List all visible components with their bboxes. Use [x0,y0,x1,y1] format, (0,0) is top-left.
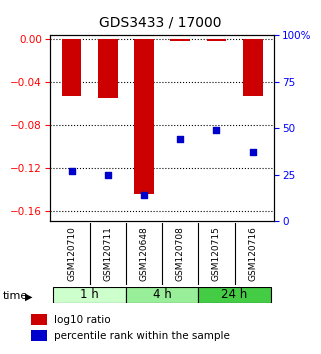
Text: GSM120648: GSM120648 [140,227,149,281]
Point [214,127,219,133]
Point [250,150,255,155]
Text: 1 h: 1 h [80,288,99,301]
Bar [206,39,226,41]
Bar [62,39,82,96]
Point [69,168,74,174]
Text: ▶: ▶ [25,291,32,301]
Bar [126,287,198,303]
Text: 24 h: 24 h [221,288,248,301]
Text: GSM120715: GSM120715 [212,227,221,281]
Text: percentile rank within the sample: percentile rank within the sample [54,331,230,341]
Point [105,172,110,178]
Text: log10 ratio: log10 ratio [54,315,110,325]
Bar [134,39,154,194]
Bar [31,330,47,341]
Bar [53,287,126,303]
Text: 4 h: 4 h [153,288,171,301]
Bar [170,39,190,41]
Bar [31,314,47,325]
Text: GSM120716: GSM120716 [248,227,257,281]
Text: GSM120708: GSM120708 [176,227,185,281]
Bar [243,39,263,96]
Bar [98,39,118,98]
Text: GSM120711: GSM120711 [103,227,112,281]
Text: GSM120710: GSM120710 [67,227,76,281]
Point [178,137,183,142]
Text: GDS3433 / 17000: GDS3433 / 17000 [99,16,222,30]
Bar [198,287,271,303]
Point [142,193,147,198]
Text: time: time [3,291,29,301]
